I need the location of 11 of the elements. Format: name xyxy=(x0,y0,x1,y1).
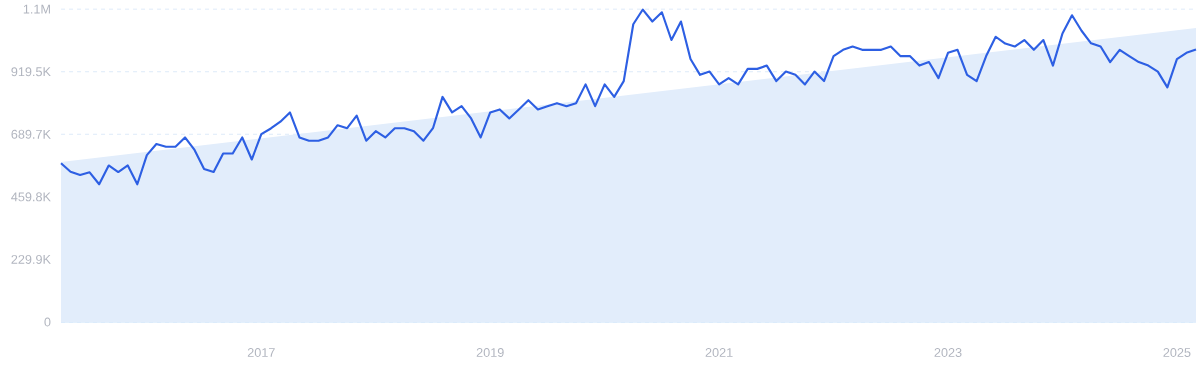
y-tick-label: 689.7K xyxy=(11,129,51,139)
x-tick-label: 2023 xyxy=(934,348,962,357)
y-tick-label: 0 xyxy=(44,317,51,327)
x-tick-label: 2025 xyxy=(1163,348,1191,357)
x-tick-label: 2021 xyxy=(705,348,733,357)
y-tick-label: 229.9K xyxy=(11,254,51,264)
y-tick-label: 919.5K xyxy=(11,67,51,77)
x-tick-label: 2017 xyxy=(247,348,275,357)
x-tick-label: 2019 xyxy=(476,348,504,357)
y-tick-label: 1.1M xyxy=(23,4,50,14)
y-tick-label: 459.8K xyxy=(11,192,51,202)
